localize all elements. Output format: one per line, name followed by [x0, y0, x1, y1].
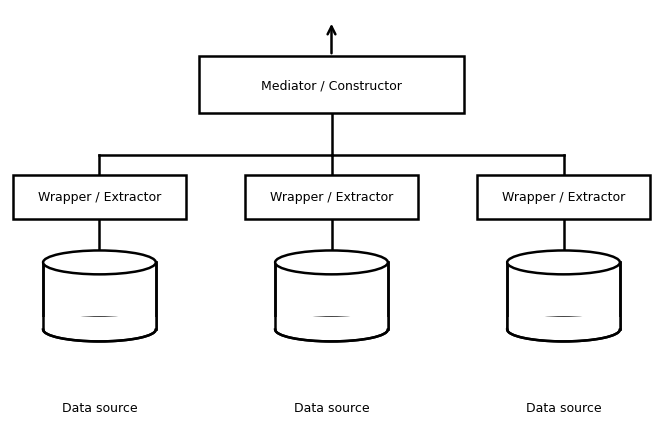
- Text: Mediator / Constructor: Mediator / Constructor: [261, 79, 402, 92]
- Ellipse shape: [275, 318, 388, 342]
- Bar: [477, 175, 650, 219]
- Bar: [43, 263, 156, 330]
- Ellipse shape: [507, 251, 620, 275]
- Bar: [507, 318, 621, 330]
- Ellipse shape: [43, 318, 156, 342]
- Ellipse shape: [507, 318, 620, 342]
- Text: Data source: Data source: [62, 401, 137, 414]
- Bar: [245, 175, 418, 219]
- Text: Wrapper / Extractor: Wrapper / Extractor: [270, 191, 393, 204]
- Bar: [274, 318, 389, 330]
- Text: Data source: Data source: [294, 401, 369, 414]
- Bar: [275, 263, 388, 330]
- Text: Data source: Data source: [526, 401, 601, 414]
- Ellipse shape: [43, 251, 156, 275]
- Bar: [507, 263, 620, 330]
- Ellipse shape: [275, 251, 388, 275]
- Bar: [13, 175, 186, 219]
- Text: Wrapper / Extractor: Wrapper / Extractor: [502, 191, 625, 204]
- Bar: [199, 57, 464, 114]
- Bar: [42, 318, 156, 330]
- Text: Wrapper / Extractor: Wrapper / Extractor: [38, 191, 161, 204]
